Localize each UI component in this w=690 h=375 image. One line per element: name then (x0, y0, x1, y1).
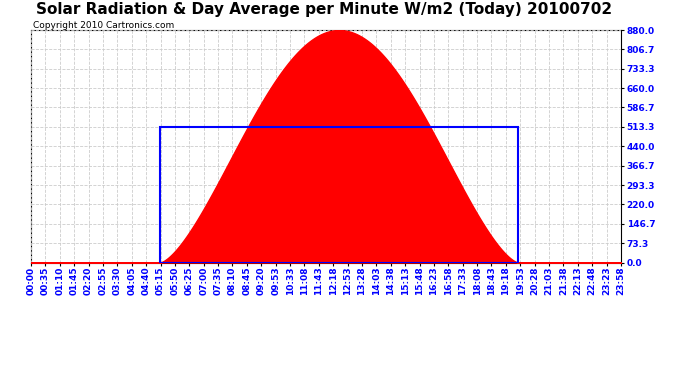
Bar (159, 127, 518, 262)
Text: Copyright 2010 Cartronics.com: Copyright 2010 Cartronics.com (33, 21, 175, 30)
Text: Solar Radiation & Day Average per Minute W/m2 (Today) 20100702: Solar Radiation & Day Average per Minute… (37, 2, 612, 17)
